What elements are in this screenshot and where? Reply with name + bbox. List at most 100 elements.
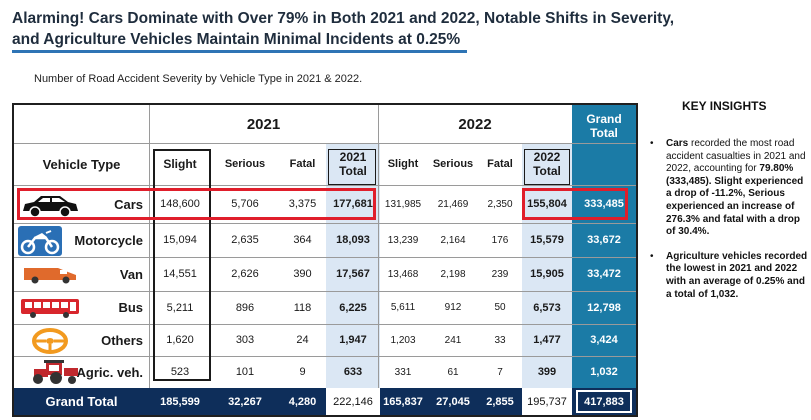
grid-line — [378, 105, 379, 388]
tractor-icon — [33, 360, 78, 384]
year-2021-header: 2021 — [246, 115, 281, 133]
cars-2022-total-highlight — [522, 188, 628, 220]
total-2021-cell: 6,225 — [339, 301, 367, 314]
motorcycle-icon — [18, 226, 62, 256]
fatal-2021-cell: 118 — [293, 301, 312, 314]
grand-total-cell: 3,424 — [590, 334, 618, 346]
slight-2021-cell: 148,600 — [160, 198, 200, 210]
insight-cars-stats: 79.80% (333,485). Slight experienced a d… — [666, 163, 804, 238]
grand-total-cell: 333,485 — [584, 198, 624, 210]
fatal-2021-cell: 9 — [299, 366, 306, 378]
slight-2022-cell: 5,611 — [390, 302, 416, 313]
serious-2022-cell: 2,198 — [440, 268, 466, 280]
grand-total-row-fatal-2022-cell: 2,855 — [486, 395, 514, 408]
serious-2022-cell: 2,164 — [440, 234, 466, 246]
total-2022-header-box — [524, 149, 570, 185]
serious-2021-cell: 5,706 — [231, 198, 259, 210]
grand-total-cell: 33,672 — [587, 234, 621, 246]
grand-total-header-line2: Total — [590, 126, 618, 140]
slight-2021-cell: 15,094 — [163, 234, 197, 246]
table-subtitle: Number of Road Accident Severity by Vehi… — [34, 73, 363, 85]
total-2021-cell: 633 — [343, 366, 363, 378]
total-2022-cell: 399 — [537, 366, 557, 378]
vehicle-type-header: Vehicle Type — [42, 156, 121, 172]
slight-2021-header: Slight — [163, 156, 197, 171]
fatal-2022-cell: 2,350 — [487, 198, 513, 210]
grand-total-row-label: Grand Total — [45, 394, 118, 409]
slight-2022-cell: 13,239 — [387, 234, 419, 246]
serious-2021-header: Serious — [224, 157, 266, 170]
title-line-1: Alarming! Cars Dominate with Over 79% in… — [12, 10, 675, 27]
steering-wheel-icon — [32, 328, 68, 354]
grid-line — [149, 105, 150, 388]
slight-2021-cell: 14,551 — [163, 268, 197, 280]
serious-2022-cell: 241 — [444, 334, 462, 346]
serious-2021-cell: 2,626 — [231, 268, 259, 280]
total-2022-header-line2: Total — [533, 164, 561, 178]
vehicle-type-label: Van — [119, 266, 143, 282]
serious-2021-cell: 303 — [235, 334, 255, 346]
total-2022-header: 2022 Total — [522, 143, 572, 185]
total-2022-cell: 15,905 — [530, 268, 564, 280]
grand-total-row-serious-2021-cell: 32,267 — [228, 395, 262, 408]
total-2021-header-line1: 2021 — [339, 150, 367, 164]
total-2022-cell: 155,804 — [527, 198, 567, 210]
fatal-2022-cell: 50 — [494, 302, 506, 313]
grand-total-cell-box — [576, 390, 632, 413]
total-2022-cell: 1,477 — [533, 334, 561, 346]
grand-total-cell: 1,032 — [590, 366, 618, 378]
fatal-2021-cell: 390 — [293, 268, 312, 280]
slight-2021-cell: 1,620 — [166, 334, 194, 346]
serious-2021-cell: 896 — [235, 301, 255, 314]
total-2022-cell: 15,579 — [530, 234, 564, 246]
serious-2022-cell: 21,469 — [437, 198, 469, 210]
vehicle-type-label: Agric. veh. — [76, 364, 143, 380]
slight-2021-cell: 5,211 — [166, 301, 194, 314]
grid-line — [14, 223, 636, 224]
fatal-2021-header: Fatal — [289, 157, 316, 170]
insight-cars-lead: Cars — [666, 138, 689, 149]
grid-line — [14, 257, 636, 258]
grand-total-row-serious-2022-cell: 27,045 — [436, 395, 470, 408]
grid-line — [14, 291, 636, 292]
serious-2022-cell: 912 — [444, 302, 462, 313]
total-2021-column-fill — [326, 143, 380, 388]
severity-table: 2021 2022 Grand Total Vehicle Type Sligh… — [12, 103, 638, 417]
slight-2022-cell: 331 — [394, 366, 412, 378]
insight-cars: Cars recorded the most road accident cas… — [650, 138, 808, 239]
total-2021-cell: 1,947 — [339, 334, 367, 346]
vehicle-type-label: Bus — [118, 300, 143, 315]
insight-agriculture: Agriculture vehicles recorded the lowest… — [650, 251, 808, 301]
insight-cars-text: recorded the most road accident casualti… — [666, 138, 806, 175]
serious-2022-header: Serious — [432, 157, 474, 170]
year-2022-header: 2022 — [458, 115, 492, 133]
slight-2021-header-box — [153, 149, 211, 381]
grand-total-header-line1: Grand — [586, 112, 622, 126]
vehicle-type-label: Cars — [114, 196, 143, 212]
van-icon — [24, 268, 76, 284]
total-2021-cell: 177,681 — [333, 198, 373, 210]
grid-line — [14, 324, 636, 325]
serious-2021-cell: 101 — [235, 366, 255, 378]
fatal-2021-cell: 364 — [293, 234, 312, 246]
grand-total-row-fatal-2021-cell: 4,280 — [288, 395, 317, 408]
grand-total-column-fill — [572, 105, 636, 388]
title-line-2: and Agriculture Vehicles Maintain Minima… — [12, 31, 461, 48]
fatal-2022-cell: 176 — [491, 234, 509, 246]
total-2022-cell: 6,573 — [533, 301, 561, 314]
grid-line — [14, 185, 636, 186]
slight-2022-cell: 13,468 — [387, 268, 419, 280]
key-insights-title: KEY INSIGHTS — [682, 99, 767, 113]
total-2021-cell: 17,567 — [336, 268, 370, 280]
total-2021-header: 2021 Total — [326, 143, 380, 185]
total-2021-header-line2: Total — [339, 164, 367, 178]
slight-2022-cell: 1,203 — [390, 334, 416, 346]
total-2022-header-line1: 2022 — [533, 150, 561, 164]
grand-total-row-total-2021-cell: 222,146 — [326, 388, 380, 415]
grand-total-row-grand-total-cell: 417,883 — [584, 395, 624, 408]
serious-2022-cell: 61 — [447, 366, 459, 378]
grand-total-header: Grand Total — [572, 109, 636, 143]
fatal-2022-cell: 7 — [497, 366, 503, 378]
fatal-2021-cell: 3,375 — [288, 198, 317, 210]
slight-2022-header: Slight — [387, 157, 419, 170]
